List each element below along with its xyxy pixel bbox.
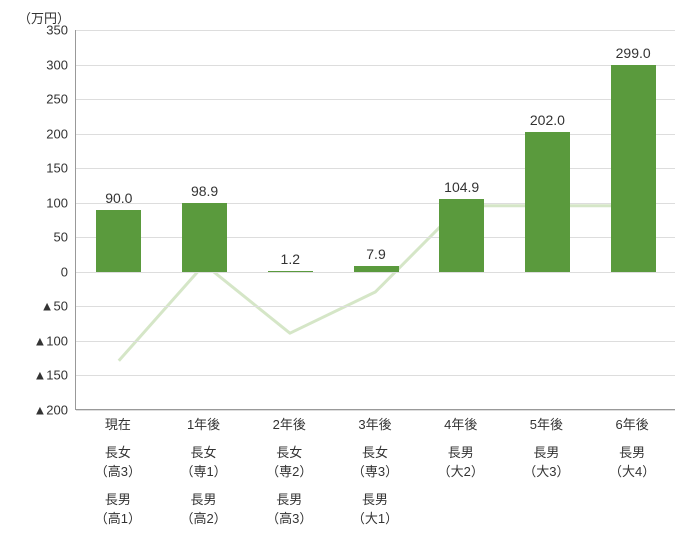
x-category-label: 1年後長女（専1）長男（高2）	[180, 415, 226, 529]
x-category-label: 3年後長女（専3）長男（大1）	[352, 415, 398, 529]
bar-value-label: 90.0	[105, 190, 132, 206]
bar	[439, 199, 484, 271]
y-tick-label: 300	[46, 57, 76, 72]
y-tick-label: 100	[46, 195, 76, 210]
y-tick-label: 200	[46, 126, 76, 141]
gridline	[76, 237, 675, 238]
bar	[182, 203, 227, 271]
y-tick-label: 50	[54, 230, 76, 245]
x-category-label: 2年後長女（専2）長男（高3）	[266, 415, 312, 529]
bar-value-label: 202.0	[530, 112, 565, 128]
gridline	[76, 410, 675, 411]
y-tick-label: ▲100	[33, 333, 76, 348]
gridline	[76, 272, 675, 273]
gridline	[76, 168, 675, 169]
line-series	[76, 30, 675, 409]
x-category-label: 6年後長男（大4）	[609, 415, 655, 490]
y-tick-label: 350	[46, 23, 76, 38]
y-tick-label: 150	[46, 161, 76, 176]
gridline	[76, 375, 675, 376]
gridline	[76, 134, 675, 135]
gridline	[76, 341, 675, 342]
bar-value-label: 7.9	[366, 246, 385, 262]
bar	[268, 271, 313, 272]
y-tick-label: ▲200	[33, 403, 76, 418]
gridline	[76, 65, 675, 66]
x-category-label: 5年後長男（大3）	[523, 415, 569, 490]
bar-value-label: 299.0	[616, 45, 651, 61]
plot-area: 350300250200150100500▲50▲100▲150▲20090.0…	[75, 30, 675, 410]
gridline	[76, 203, 675, 204]
bar-value-label: 104.9	[444, 179, 479, 195]
y-tick-label: ▲150	[33, 368, 76, 383]
gridline	[76, 99, 675, 100]
bar	[96, 210, 141, 272]
bar-value-label: 1.2	[281, 251, 300, 267]
gridline	[76, 306, 675, 307]
x-category-label: 4年後長男（大2）	[438, 415, 484, 490]
x-category-label: 現在長女（高3）長男（高1）	[95, 415, 141, 529]
bar	[525, 132, 570, 272]
gridline	[76, 30, 675, 31]
y-tick-label: ▲50	[41, 299, 76, 314]
bar	[611, 65, 656, 272]
chart-container: （万円） 350300250200150100500▲50▲100▲150▲20…	[0, 0, 694, 548]
bar	[354, 266, 399, 271]
y-tick-label: 250	[46, 92, 76, 107]
y-tick-label: 0	[61, 264, 76, 279]
bar-value-label: 98.9	[191, 183, 218, 199]
